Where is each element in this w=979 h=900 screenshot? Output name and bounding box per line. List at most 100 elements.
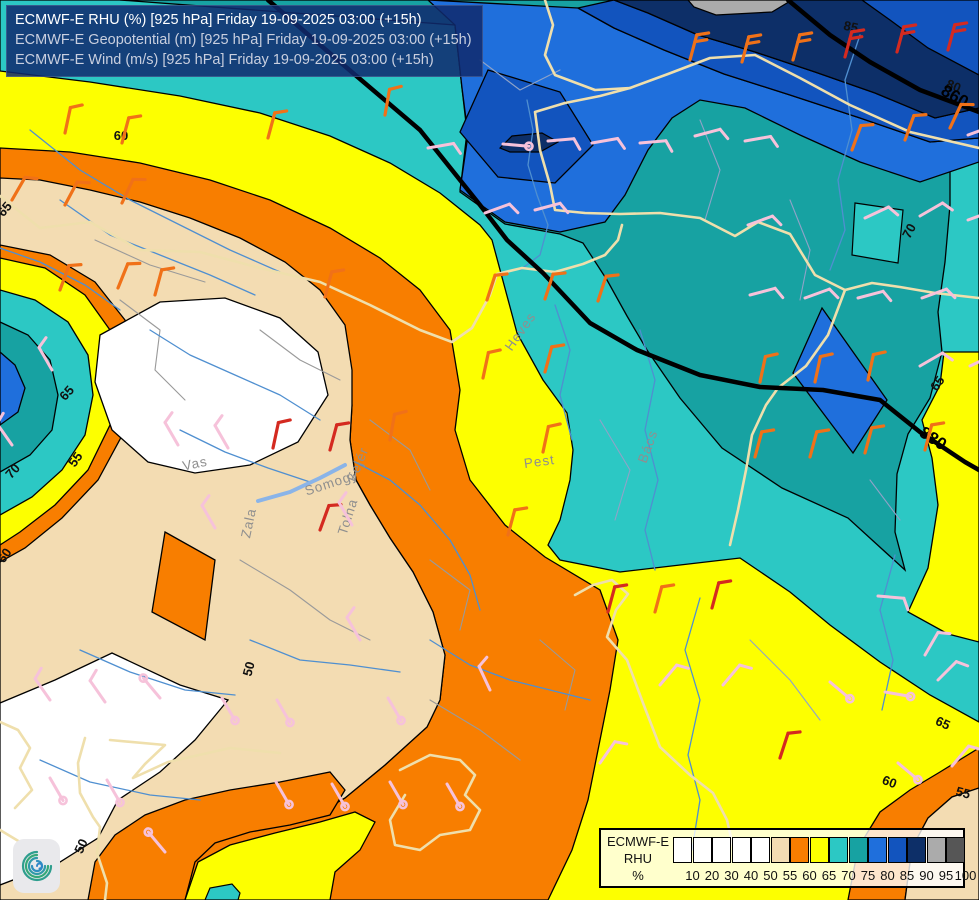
- river: [179, 429, 311, 483]
- wind-barb: [903, 113, 928, 142]
- county-label: Zala: [238, 507, 259, 540]
- wind-barb: [596, 273, 620, 303]
- rhu-band-orange-tri: [151, 530, 216, 642]
- wind-barb: [948, 102, 975, 130]
- country-border: [108, 738, 282, 780]
- legend-tick-value: 75: [860, 868, 876, 883]
- wind-barb: [966, 209, 979, 222]
- wind-barb: [946, 21, 969, 52]
- wind-barb: [758, 352, 779, 384]
- wind-barb: [850, 123, 875, 152]
- wind-barb: [153, 266, 176, 297]
- wind-barb: [477, 655, 492, 692]
- rhu-band-white-vas: [94, 297, 329, 474]
- header-geopotential-line: ECMWF-E Geopotential (m) [925 hPa] Frida…: [15, 32, 472, 48]
- wind-barb: [950, 744, 979, 768]
- rhu-contour-label: 55: [65, 449, 86, 469]
- wind-barb: [323, 268, 346, 299]
- rhu-band-hex8085: [459, 69, 594, 184]
- rhu-band-blue-corner: [860, 0, 979, 76]
- wind-barb: [876, 594, 910, 612]
- river: [29, 129, 281, 273]
- rhu-contour-label: 55: [954, 784, 972, 802]
- wind-barb: [143, 827, 167, 854]
- wind-barb: [863, 205, 900, 220]
- rhu-band-yellow-wedge-e: [907, 351, 979, 643]
- wind-barb: [163, 411, 180, 447]
- wind-barb: [658, 663, 690, 687]
- wind-barb: [966, 124, 979, 137]
- spiral-logo-icon: [21, 850, 52, 882]
- header-rhu-line: ECMWF-E RHU (%) [925 hPa] Friday 19-09-2…: [15, 12, 422, 28]
- country-border: [543, 0, 979, 150]
- wind-barb: [120, 177, 147, 205]
- legend-tick-value: 20: [704, 868, 720, 883]
- wind-barb: [936, 660, 970, 682]
- country-border: [388, 753, 482, 852]
- river: [39, 759, 201, 801]
- legend-swatch: [692, 837, 712, 863]
- legend-tick-value: 70: [841, 868, 856, 883]
- wind-barb: [710, 579, 733, 610]
- wind-barb: [866, 350, 887, 382]
- wind-barb: [63, 180, 91, 207]
- wind-barb: [778, 730, 802, 760]
- legend-tick-value: 50: [763, 868, 778, 883]
- legend-title-variable: RHU: [623, 851, 653, 866]
- rhu-contour-label: 65: [927, 373, 948, 393]
- legend-title-unit: %: [632, 868, 644, 883]
- wind-barb: [828, 680, 855, 704]
- country-border: [728, 288, 847, 547]
- wind-barb: [138, 673, 162, 700]
- county-border: [94, 239, 206, 283]
- county-border: [259, 329, 341, 381]
- county-border: [239, 559, 371, 641]
- county-border: [429, 559, 471, 631]
- wind-barb: [37, 336, 54, 372]
- legend-title: ECMWF-E RHU %: [605, 833, 671, 884]
- legend-swatch: [848, 837, 868, 863]
- wind-barb: [753, 428, 776, 459]
- wind-barb: [388, 780, 408, 810]
- county-label: Vas: [181, 454, 209, 474]
- wind-barb: [481, 348, 502, 380]
- rhu-contour-label: 50: [71, 836, 91, 855]
- county-border: [479, 59, 561, 91]
- rhu-band-cyan-sliver-sw: [204, 883, 241, 900]
- river: [879, 554, 896, 711]
- county-label: Pest: [523, 452, 556, 471]
- lake-balaton: [256, 463, 347, 503]
- wind-barb: [693, 127, 730, 141]
- wind-barb: [275, 698, 295, 728]
- wind-barb: [543, 343, 566, 374]
- county-border: [749, 639, 821, 721]
- wind-barb: [918, 351, 954, 368]
- rhu-contour-label: 60: [880, 772, 899, 791]
- legend-tick-value: 80: [880, 868, 895, 883]
- wind-barb: [426, 141, 462, 155]
- wind-barb: [743, 134, 779, 148]
- country-border: [0, 720, 34, 810]
- wind-barb: [58, 263, 83, 292]
- river: [429, 639, 591, 701]
- legend-tick-value: 30: [724, 868, 739, 883]
- wind-barb: [105, 778, 125, 808]
- legend-title-model: ECMWF-E: [606, 834, 670, 849]
- wind-barb: [328, 421, 351, 452]
- legend-swatch: [731, 837, 751, 863]
- wind-barb: [638, 139, 674, 153]
- wind-barb: [606, 583, 629, 614]
- wind-barb: [740, 33, 763, 64]
- wind-barb: [533, 201, 570, 215]
- wind-barb: [330, 782, 350, 812]
- wind-barb: [220, 696, 240, 726]
- wind-barb: [808, 428, 831, 459]
- wind-barb: [271, 418, 292, 450]
- river: [149, 329, 321, 421]
- wind-barb: [883, 690, 916, 702]
- country-border: [76, 736, 109, 900]
- river: [639, 329, 659, 571]
- legend-tick-value: 40: [743, 868, 759, 883]
- legend-tick-value: 100: [954, 868, 977, 883]
- wind-barb: [968, 353, 979, 368]
